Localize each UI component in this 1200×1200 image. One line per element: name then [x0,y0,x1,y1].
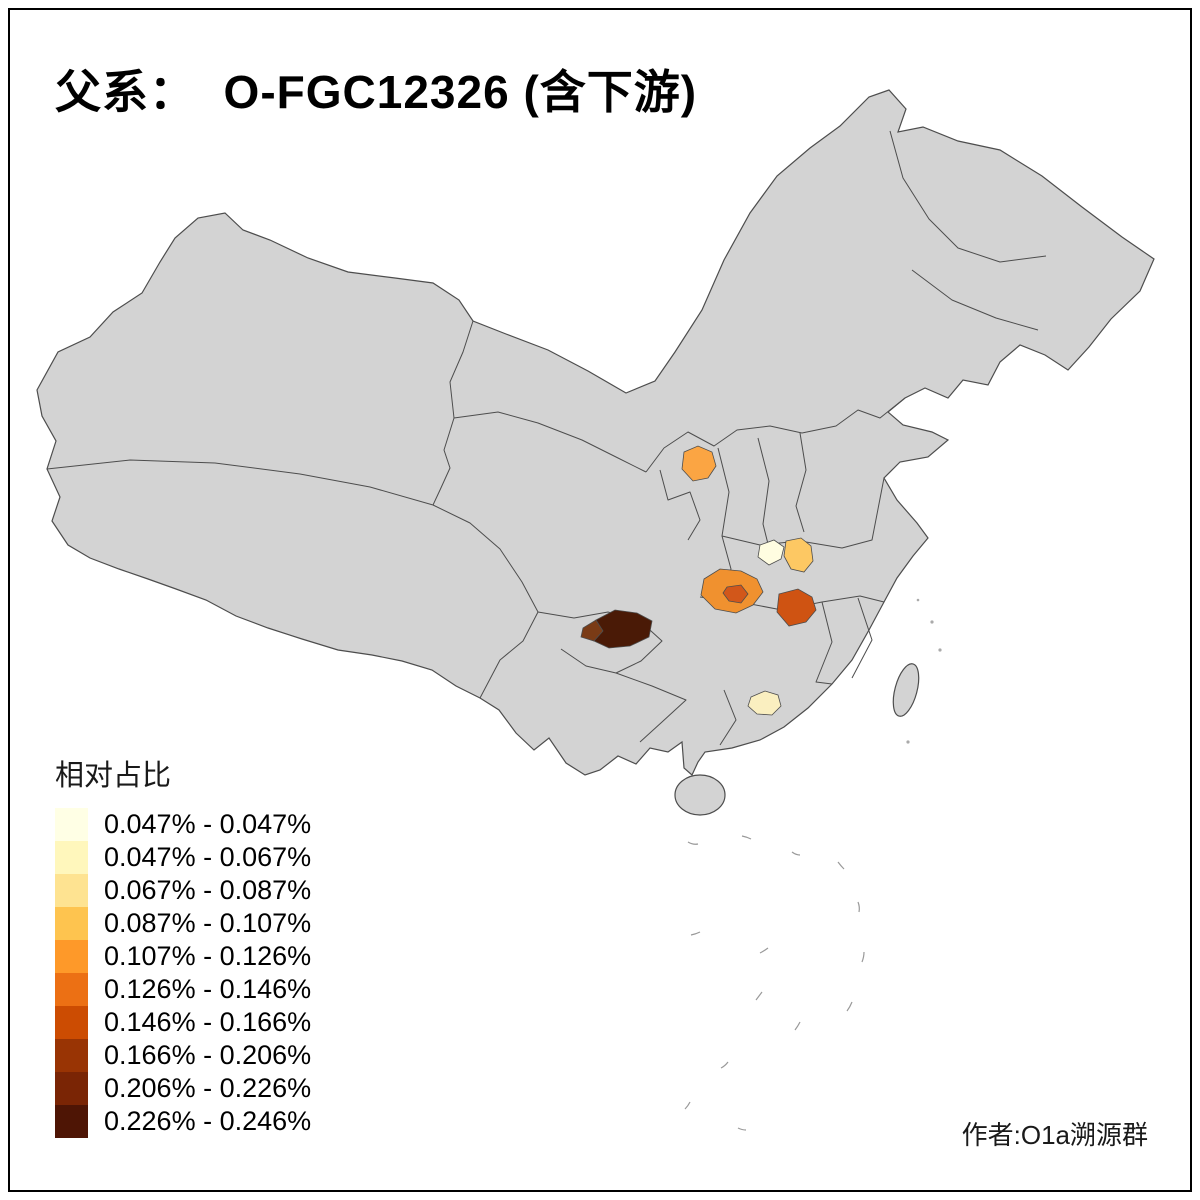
legend-swatch [55,940,88,973]
legend-swatch [55,1039,88,1072]
legend-swatch [55,1006,88,1039]
map-title: 父系： O-FGC12326 (含下游) [55,66,698,118]
highlight-region-shaanxi [681,445,717,482]
legend-swatch [55,907,88,940]
legend-row: 0.047% - 0.047% [55,808,311,841]
legend-row: 0.126% - 0.146% [55,973,311,1006]
legend: 相对占比 0.047% - 0.047% 0.047% - 0.067% 0.0… [55,752,311,1138]
legend-row: 0.166% - 0.206% [55,1039,311,1072]
legend-swatch [55,808,88,841]
legend-swatch [55,1105,88,1138]
legend-label: 0.047% - 0.067% [104,842,312,872]
legend-row: 0.067% - 0.087% [55,874,311,907]
legend-label: 0.226% - 0.246% [104,1106,312,1136]
legend-row: 0.087% - 0.107% [55,907,311,940]
highlight-region-hubei-yellow [783,537,814,573]
legend-label: 0.126% - 0.146% [104,974,312,1004]
hainan-island [674,774,726,816]
highlight-region-guangdong-pale-yellow [747,690,782,716]
author-credit: 作者:O1a溯源群 [961,1120,1148,1150]
highlight-region-hunan-dark-orange [776,588,817,627]
china-mainland-outline [36,89,1155,776]
legend-label: 0.206% - 0.226% [104,1073,312,1103]
legend-label: 0.087% - 0.107% [104,908,312,938]
highlight-region-hubei-pale [757,539,785,566]
legend-row: 0.206% - 0.226% [55,1072,311,1105]
legend-label: 0.146% - 0.166% [104,1007,312,1037]
legend-label: 0.047% - 0.047% [104,809,312,839]
legend-swatch [55,874,88,907]
highlight-region-sichuan-dark-brown [593,609,653,649]
legend-swatch [55,973,88,1006]
legend-swatch [55,841,88,874]
legend-row: 0.146% - 0.166% [55,1006,311,1039]
legend-swatch [55,1072,88,1105]
legend-title: 相对占比 [55,760,172,792]
taiwan-island [892,663,920,717]
south-china-sea-islands [684,598,942,1131]
legend-label: 0.166% - 0.206% [104,1040,312,1070]
highlight-region-hubei-orange-core [722,584,749,604]
legend-row: 0.226% - 0.246% [55,1105,311,1138]
legend-row: 0.107% - 0.126% [55,940,311,973]
highlight-regions [580,445,817,716]
legend-label: 0.107% - 0.126% [104,941,312,971]
legend-label: 0.067% - 0.087% [104,875,312,905]
legend-row: 0.047% - 0.067% [55,841,311,874]
